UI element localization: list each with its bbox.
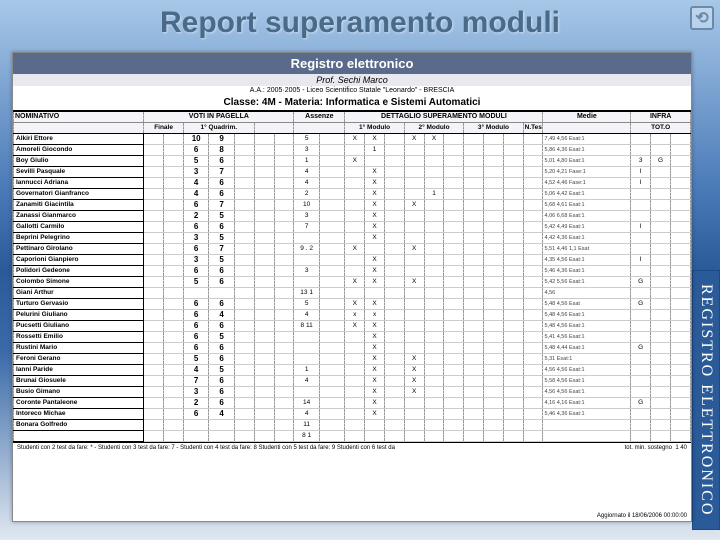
th-dettaglio: DETTAGLIO SUPERAMENTO MODULI — [345, 112, 543, 123]
table-row: Feroni Gerano56XX5,31 Esat:1 — [14, 354, 691, 365]
table-row: Brunai Giosuele764XX5,58 4,56 Esat:1 — [14, 376, 691, 387]
report-meta: A.A.: 2005·2005 - Liceo Scientifico Stat… — [13, 86, 691, 95]
th-infra: INFRA — [631, 112, 691, 123]
table-row: Polidori Gedeone663X5,46 4,36 Esat:1 — [14, 266, 691, 277]
th-m2: 2° Modulo — [404, 123, 463, 134]
table-row: Giani Arthur13 14,56 — [14, 288, 691, 299]
th-voti: VOTI IN PAGELLA — [144, 112, 294, 123]
table-row: Rustini Mario66X5,48 4,44 Esat:1G — [14, 343, 691, 354]
footer-total: tot. min. sostegno 1 40 — [625, 445, 687, 451]
report-prof: Prof. Sechi Marco — [13, 74, 691, 86]
back-icon[interactable]: ⟲ — [690, 6, 714, 30]
th-nominativo: NOMINATIVO — [14, 112, 144, 123]
th-finale: Finale — [144, 123, 184, 134]
th-ntest: N.Test — [523, 123, 543, 134]
vertical-label: REGISTRO ELETTRONICO — [692, 270, 720, 530]
table-row: Gallotti Carmilo667X5,42 4,49 Esat:1I — [14, 222, 691, 233]
table-row: Caporioni Gianpiero35X4,35 4,56 Esat:1I — [14, 255, 691, 266]
table-row: Boy Giulio561X5,01 4,80 Esat:13G — [14, 156, 691, 167]
table-row: Pettinaro Girolano679 . 2XX5,51 4,46 1,1… — [14, 244, 691, 255]
report-header: Registro elettronico — [13, 53, 691, 74]
th-medie: Medie — [543, 112, 631, 123]
table-row: Colombo Simone56XXX5,42 5,56 Esat:1G — [14, 277, 691, 288]
table-row: Bonara Golfredo11 — [14, 420, 691, 431]
footer-updated: Aggiornato il 18/06/2006 00:00:00 — [597, 513, 687, 519]
table-row: Pucsetti Giuliano668 11XX5,48 4,56 Esat:… — [14, 321, 691, 332]
report-class: Classe: 4M - Materia: Informatica e Sist… — [13, 95, 691, 111]
table-row: Zanassi Gianmarco253X4,06 6,68 Esat:1 — [14, 211, 691, 222]
table-row: Sevilli Pasquale374X5,20 4,21 Fase:1I — [14, 167, 691, 178]
th-q1: 1° Quadrim. — [183, 123, 254, 134]
table-row: Turturo Gervasio665XX5,48 4,56 EsatG — [14, 299, 691, 310]
th-toto: TOT.O — [631, 123, 691, 134]
table-row: Amoreli Giocondo68315,86 4,36 Esat:1 — [14, 145, 691, 156]
footer-note: Studenti con 2 test da fare: * - Student… — [13, 442, 691, 453]
report-frame: Registro elettronico Prof. Sechi Marco A… — [12, 52, 692, 522]
report-table: NOMINATIVO VOTI IN PAGELLA Assenze DETTA… — [13, 111, 691, 442]
table-row: Rossetti Emilio65X5,41 4,56 Esat:1 — [14, 332, 691, 343]
table-row: Coronte Pantaleone2614X4,16 4,16 Esat:1G — [14, 398, 691, 409]
table-row: Beprini Pelegrino35X4,42 4,36 Esat:1 — [14, 233, 691, 244]
table-row: Intoreco Michae644X5,46 4,36 Esat:1 — [14, 409, 691, 420]
table-row: 8 1 — [14, 431, 691, 442]
table-row: Busio Gimano36XX4,56 4,56 Esat:1 — [14, 387, 691, 398]
th-m3: 3° Modulo — [464, 123, 523, 134]
table-row: Iannucci Adriana464X4,52 4,46 Fase:1I — [14, 178, 691, 189]
table-row: Alkiri Ettore1095XXXX7,49 4,56 Esat:1 — [14, 134, 691, 145]
table-row: Zanamiti Giacintila6710XX5,68 4,61 Esat:… — [14, 200, 691, 211]
table-row: Pelurini Giuliano644xx5,48 4,56 Esat:1 — [14, 310, 691, 321]
table-row: Ianni Paride451XX4,56 4,56 Esat:1 — [14, 365, 691, 376]
th-assenze: Assenze — [294, 112, 345, 123]
table-row: Governatori Gianfranco462X15,06 4,42 Esa… — [14, 189, 691, 200]
slide-title: Report superamento moduli — [0, 0, 720, 44]
th-m1: 1° Modulo — [345, 123, 404, 134]
